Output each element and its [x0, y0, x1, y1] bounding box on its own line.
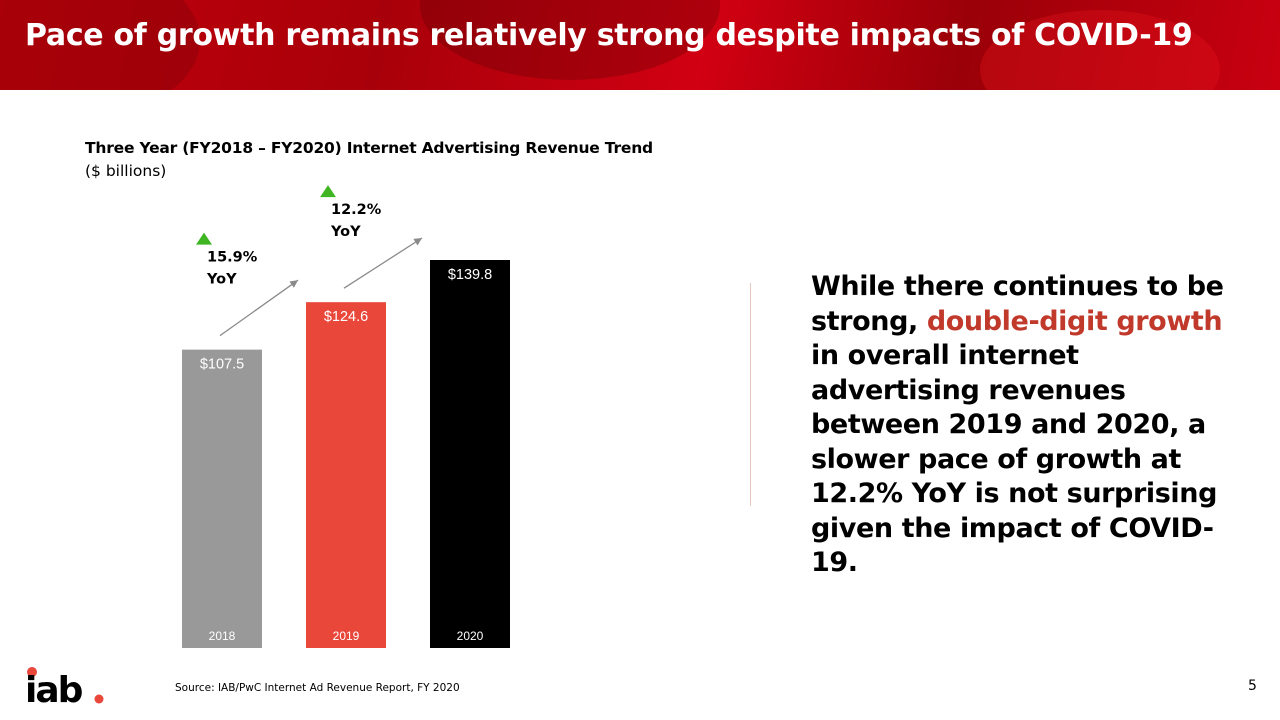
value-label-2019: $124.6 [324, 309, 368, 325]
up-triangle-icon [320, 185, 336, 198]
chart-units: ($ billions) [85, 162, 167, 180]
chart-title: Three Year (FY2018 – FY2020) Internet Ad… [85, 139, 653, 157]
category-label-2018: 2018 [209, 629, 236, 643]
yoy-percent-2: 12.2% [331, 202, 382, 218]
bar-2020 [430, 260, 510, 648]
up-triangle-icon [196, 232, 212, 245]
category-label-2020: 2020 [457, 629, 484, 643]
bar-2018 [182, 349, 262, 648]
value-label-2018: $107.5 [200, 357, 244, 373]
commentary-text: While there continues to be strong, doub… [811, 270, 1251, 581]
commentary-part-2: in overall internet advertising revenues… [811, 340, 1218, 578]
iab-logo: iab [25, 667, 104, 708]
logo-text: iab [25, 670, 83, 708]
yoy-label-1: YoY [206, 272, 237, 288]
commentary-part-1: While there continues to be strong, [811, 271, 1224, 337]
commentary-highlight: double-digit growth [926, 305, 1223, 337]
growth-arrow-1 [219, 279, 299, 337]
yoy-percent-1: 15.9% [207, 250, 258, 266]
source-note: Source: IAB/PwC Internet Ad Revenue Repo… [175, 682, 460, 694]
value-label-2020: $139.8 [448, 267, 492, 283]
page-number: 5 [1248, 678, 1257, 694]
vertical-divider [750, 283, 751, 506]
category-label-2019: 2019 [333, 629, 360, 643]
revenue-bar-chart: $107.5 2018 $124.6 2019 $139.8 2020 15.9% YoY 12… [182, 185, 510, 648]
yoy-label-2: YoY [330, 224, 361, 240]
growth-arrow-2 [343, 237, 423, 289]
page-title: Pace of growth remains relatively strong… [25, 18, 1193, 53]
bar-2019 [306, 302, 386, 648]
header-banner: Pace of growth remains relatively strong… [0, 0, 1280, 90]
